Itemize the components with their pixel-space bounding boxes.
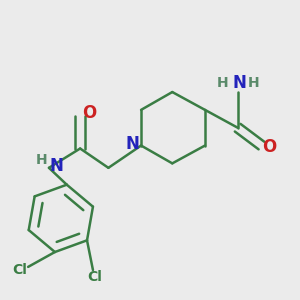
Text: O: O — [262, 138, 276, 156]
Text: H: H — [36, 153, 47, 167]
Text: O: O — [82, 104, 96, 122]
Text: Cl: Cl — [87, 271, 102, 284]
Text: Cl: Cl — [12, 263, 27, 277]
Text: H: H — [217, 76, 229, 90]
Text: H: H — [248, 76, 260, 90]
Text: N: N — [232, 74, 246, 92]
Text: N: N — [50, 157, 63, 175]
Text: N: N — [125, 135, 139, 153]
